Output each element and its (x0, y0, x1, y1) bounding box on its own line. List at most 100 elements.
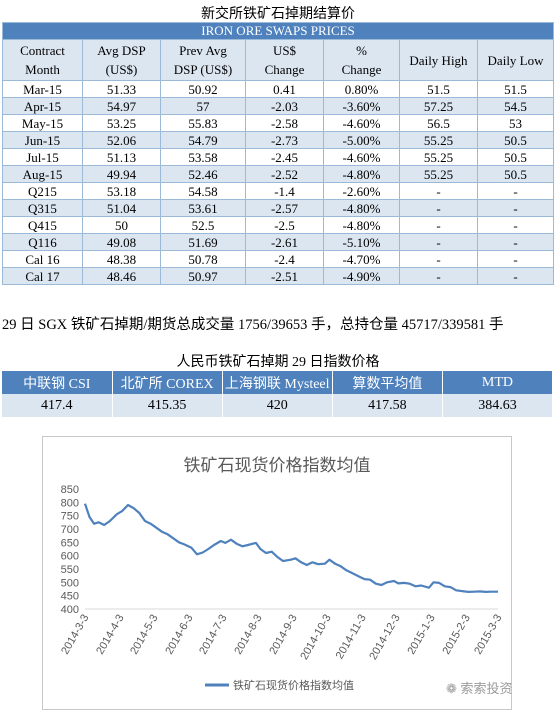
iron-ore-swaps-table: IRON ORE SWAPS PRICES Contract Month Avg D… (1, 22, 555, 285)
table-cell: -2.60% (323, 182, 400, 200)
table-cell: 57.25 (399, 97, 478, 115)
table-cell: - (476, 250, 555, 268)
rmb-value-1: 415.35 (112, 394, 223, 417)
table-cell: 52.06 (82, 131, 161, 149)
table-cell: - (476, 199, 555, 217)
legend-label: 铁矿石现货价格指数均值 (233, 678, 354, 692)
swaps-header-line: DSP (US$) (173, 62, 233, 77)
x-tick-label: 2014-10-3 (298, 613, 333, 662)
table-cell: -4.70% (323, 250, 400, 268)
table-cell: Aug-15 (2, 165, 83, 183)
table-row: Cal 16 48.38 50.78 -2.4 -4.70% - - (2, 250, 555, 268)
swaps-header-line: Contract (20, 43, 65, 58)
swaps-header-5: Daily High (399, 39, 478, 81)
y-tick-label: 550 (61, 564, 79, 576)
table-cell: -2.5 (245, 216, 324, 234)
table-cell: -5.00% (323, 131, 400, 149)
swaps-header-line: Month (25, 62, 60, 77)
chart-title: 铁矿石现货价格指数均值 (184, 456, 371, 475)
x-tick-label: 2014-5-3 (128, 613, 160, 657)
table-cell: Q116 (2, 233, 83, 251)
table-cell: - (399, 250, 478, 268)
table-cell: 54.79 (160, 131, 246, 149)
table-cell: - (399, 233, 478, 251)
swaps-header-2: Prev Avg DSP (US$) (160, 39, 246, 81)
table-cell: 51.33 (82, 80, 161, 98)
x-tick-label: 2014-6-3 (163, 613, 195, 657)
table-cell: -2.45 (245, 148, 324, 166)
table-cell: Apr-15 (2, 97, 83, 115)
rmb-header-3: 算数平均值 (332, 371, 443, 394)
table-cell: 56.5 (399, 114, 478, 132)
table-cell: Cal 17 (2, 267, 83, 285)
table-cell: 53.18 (82, 182, 161, 200)
swaps-header-line: (US$) (105, 62, 138, 77)
table-cell: -2.51 (245, 267, 324, 285)
x-tick-label: 2014-7-3 (197, 613, 229, 657)
table-cell: 53.61 (160, 199, 246, 217)
rmb-header-0: 中联钢 CSI (2, 371, 113, 394)
table-cell: 0.80% (323, 80, 400, 98)
table-cell: 52.5 (160, 216, 246, 234)
table-cell: 55.25 (399, 131, 478, 149)
table-cell: 50.5 (476, 165, 555, 183)
table-row: May-15 53.25 55.83 -2.58 -4.60% 56.5 53 (2, 114, 555, 132)
table-cell: 50.5 (476, 148, 555, 166)
table-cell: 54.97 (82, 97, 161, 115)
table-cell: 53.58 (160, 148, 246, 166)
swaps-caption: 新交所铁矿石掉期结算价 (201, 7, 355, 22)
table-cell: Cal 16 (2, 250, 83, 268)
table-cell: -2.58 (245, 114, 324, 132)
table-cell: -5.10% (323, 233, 400, 251)
table-cell: - (476, 182, 555, 200)
table-cell: Jul-15 (2, 148, 83, 166)
y-tick-label: 450 (61, 591, 79, 603)
x-tick-label: 2015-1-3 (405, 613, 437, 657)
swaps-header-line: Daily High (409, 52, 468, 68)
table-row: Q415 50 52.5 -2.5 -4.80% - - (2, 216, 555, 234)
table-row: Q315 51.04 53.61 -2.57 -4.80% - - (2, 199, 555, 217)
table-cell: -4.60% (323, 114, 400, 132)
x-tick-label: 2014-4-3 (94, 613, 126, 657)
table-cell: 50.78 (160, 250, 246, 268)
table-cell: 0.41 (245, 80, 324, 98)
table-cell: 55.25 (399, 165, 478, 183)
y-tick-label: 600 (61, 551, 79, 563)
swaps-header-line: Change (264, 62, 305, 77)
table-cell: 51.04 (82, 199, 161, 217)
table-cell: - (399, 216, 478, 234)
table-cell: - (399, 182, 478, 200)
table-cell: - (399, 267, 478, 285)
table-cell: 49.08 (82, 233, 161, 251)
table-cell: Q215 (2, 182, 83, 200)
swaps-header-line: Daily Low (487, 52, 544, 68)
table-cell: -2.52 (245, 165, 324, 183)
x-tick-label: 2014-9-3 (267, 613, 299, 657)
table-cell: -3.60% (323, 97, 400, 115)
table-row: Apr-15 54.97 57 -2.03 -3.60% 57.25 54.5 (2, 97, 555, 115)
table-cell: 54.5 (476, 97, 555, 115)
table-cell: -2.61 (245, 233, 324, 251)
table-cell: -4.60% (323, 148, 400, 166)
series-line (83, 503, 498, 593)
table-row: Cal 17 48.46 50.97 -2.51 -4.90% - - (2, 267, 555, 285)
table-cell: 48.38 (82, 250, 161, 268)
table-cell: Mar-15 (2, 80, 83, 98)
table-row: Q116 49.08 51.69 -2.61 -5.10% - - (2, 233, 555, 251)
table-cell: 57 (160, 97, 246, 115)
table-row: Jul-15 51.13 53.58 -2.45 -4.60% 55.25 50.5 (2, 148, 555, 166)
price-index-chart: 铁矿石现货价格指数均值 400 450 500 550 600 650 700 750 800 85… (42, 436, 512, 710)
table-cell: 53 (476, 114, 555, 132)
table-cell: -2.57 (245, 199, 324, 217)
watermark: ❁ 索索投资 (446, 678, 513, 697)
table-cell: -4.80% (323, 199, 400, 217)
table-cell: - (476, 233, 555, 251)
y-tick-label: 500 (61, 577, 79, 589)
table-cell: 49.94 (82, 165, 161, 183)
table-cell: Q315 (2, 199, 83, 217)
table-row: Aug-15 49.94 52.46 -2.52 -4.80% 55.25 50.5 (2, 165, 555, 183)
y-tick-label: 400 (61, 604, 79, 616)
rmb-value-2: 420 (222, 394, 333, 417)
y-tick-label: 850 (61, 484, 79, 496)
